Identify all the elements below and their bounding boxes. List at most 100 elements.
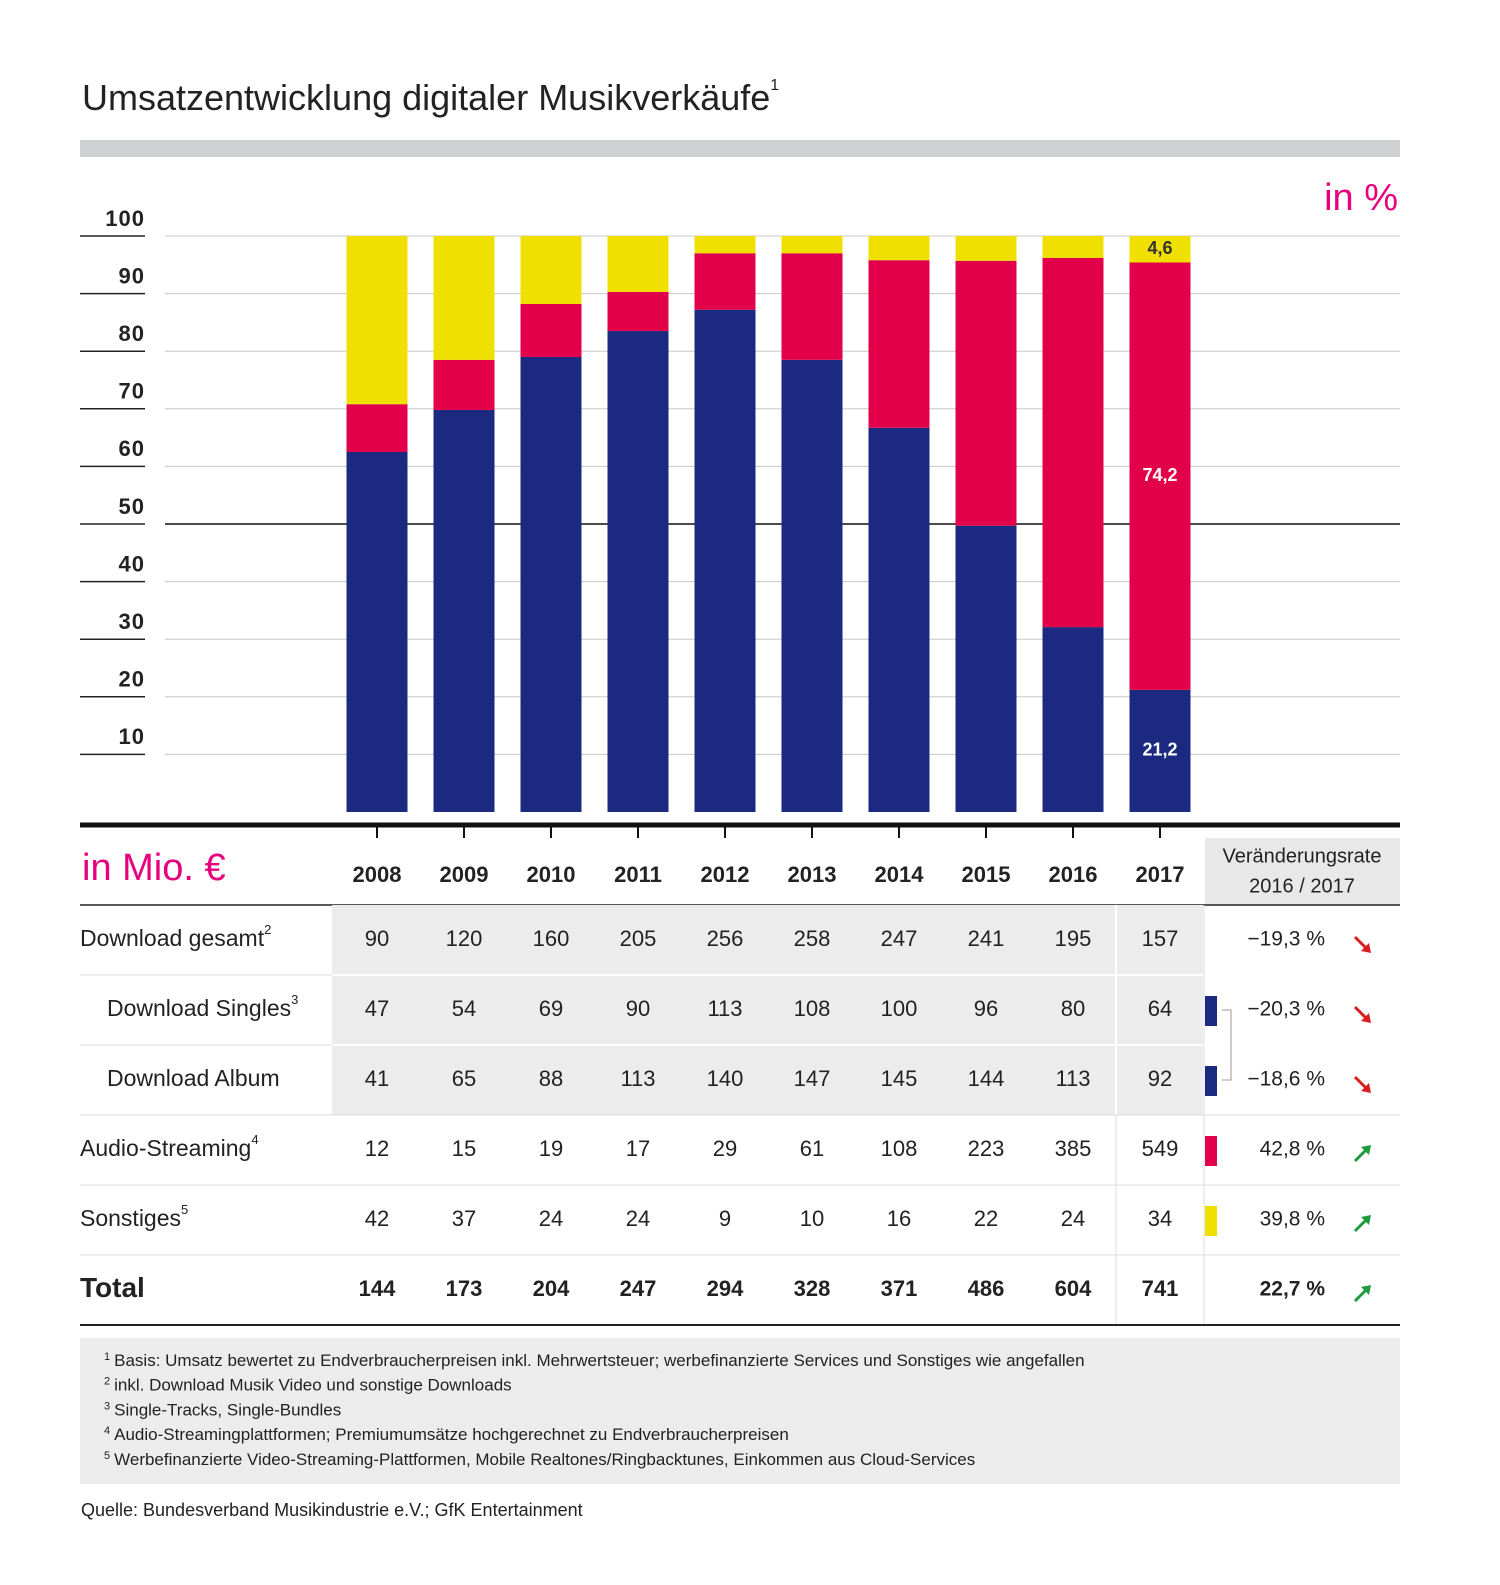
table-cell: 140 — [707, 1066, 744, 1091]
y-tick-label: 60 — [119, 436, 145, 461]
table-cell: 549 — [1142, 1136, 1179, 1161]
change-value: 39,8 % — [1260, 1208, 1325, 1231]
legend-marker — [1205, 1206, 1217, 1236]
table-cell: 24 — [626, 1206, 650, 1231]
row-label-text: Download gesamt — [80, 925, 265, 951]
bar-segment — [694, 309, 756, 812]
legend-marker — [1205, 1066, 1217, 1096]
row-label-text: Audio-Streaming — [80, 1135, 251, 1161]
table-cell: 147 — [794, 1066, 831, 1091]
bar-segment — [781, 253, 843, 360]
footnote-box — [80, 1338, 1400, 1484]
table-cell: 80 — [1061, 996, 1085, 1021]
row-label-text: Download Singles — [107, 995, 291, 1021]
change-value: −20,3 % — [1247, 998, 1325, 1021]
bar-segment — [520, 303, 582, 357]
bar-segment — [520, 356, 582, 812]
bar-segment — [1042, 236, 1104, 258]
table-cell: 65 — [452, 1066, 476, 1091]
bar-segment — [868, 236, 930, 261]
y-tick-label: 20 — [119, 667, 145, 692]
table-cell: 47 — [365, 996, 389, 1021]
table-cell: 223 — [968, 1136, 1005, 1161]
y-tick-label: 50 — [119, 494, 145, 519]
title-bar — [80, 140, 1400, 157]
y-tick-label: 40 — [119, 551, 145, 576]
arrow-head — [1361, 943, 1371, 953]
arrow-head — [1361, 1215, 1371, 1225]
trend-arrow — [1353, 1215, 1371, 1233]
table-unit-label: in Mio. € — [82, 847, 226, 889]
x-tick-label: 2017 — [1136, 862, 1185, 887]
bracket — [1222, 1009, 1232, 1081]
chart-title: Umsatzentwicklung digitaler Musikverkäuf… — [82, 77, 779, 118]
x-tick-label: 2011 — [614, 862, 662, 887]
bar-segment — [346, 404, 408, 452]
bar-segment — [433, 236, 495, 360]
row-label-note: 2 — [264, 922, 271, 937]
table-cell: 34 — [1148, 1206, 1172, 1231]
table-cell: 247 — [881, 926, 918, 951]
value-label: 21,2 — [1142, 740, 1177, 760]
table-cell: 604 — [1055, 1276, 1092, 1301]
bar-segment — [520, 236, 582, 304]
footnote: 4 Audio-Streamingplattformen; Premiumumsä… — [104, 1425, 789, 1445]
y-tick-label: 80 — [119, 321, 145, 346]
table-cell: 120 — [446, 926, 483, 951]
table-cell: 486 — [968, 1276, 1005, 1301]
row-label-note: 3 — [291, 992, 298, 1007]
bar-segment — [433, 359, 495, 410]
table-cell: 256 — [707, 926, 744, 951]
table-cell: 24 — [539, 1206, 563, 1231]
table-cell: 54 — [452, 996, 476, 1021]
table-cell: 41 — [365, 1066, 389, 1091]
row-label: Download gesamt2 — [80, 922, 271, 951]
table-cell: 144 — [968, 1066, 1005, 1091]
bar-segment — [1042, 257, 1104, 628]
x-tick-label: 2009 — [440, 862, 489, 887]
table-cell: 247 — [620, 1276, 657, 1301]
table-cell: 64 — [1148, 996, 1172, 1021]
table-cell: 10 — [800, 1206, 824, 1231]
footnote-text: Single-Tracks, Single-Bundles — [114, 1401, 341, 1420]
table-cell: 157 — [1142, 926, 1179, 951]
table-cell: 241 — [968, 926, 1005, 951]
bar-segment — [955, 525, 1017, 812]
arrow-head — [1361, 1145, 1371, 1155]
table-cell: 385 — [1055, 1136, 1092, 1161]
trend-arrow — [1353, 1285, 1371, 1303]
row-label: Audio-Streaming4 — [80, 1132, 259, 1161]
arrow-head — [1361, 1013, 1371, 1023]
title-note: 1 — [770, 77, 779, 94]
x-tick-label: 2015 — [962, 862, 1011, 887]
x-tick-label: 2008 — [353, 862, 402, 887]
table-cell: 42 — [365, 1206, 389, 1231]
footnote-mark: 5 — [104, 1450, 110, 1462]
table-cell: 195 — [1055, 926, 1092, 951]
table-cell: 204 — [533, 1276, 570, 1301]
change-value: −18,6 % — [1247, 1068, 1325, 1091]
table-cell: 24 — [1061, 1206, 1085, 1231]
table-cell: 108 — [881, 1136, 918, 1161]
footnote-text: Audio-Streamingplattformen; Premiumumsät… — [114, 1426, 789, 1445]
legend-marker — [1205, 1136, 1217, 1166]
arrow-head — [1361, 1083, 1371, 1093]
table-cell: 113 — [1055, 1066, 1090, 1091]
table-cell: 90 — [365, 926, 389, 951]
footnote-mark: 3 — [104, 1400, 110, 1412]
table-cell: 741 — [1142, 1276, 1179, 1301]
bar-segment — [346, 452, 408, 812]
table-cell: 61 — [800, 1136, 824, 1161]
row-label: Total — [80, 1272, 145, 1303]
table-cell: 37 — [452, 1206, 476, 1231]
change-value: −19,3 % — [1247, 928, 1325, 951]
table-cell: 19 — [539, 1136, 563, 1161]
trend-arrow — [1353, 1005, 1371, 1023]
table-cell: 12 — [365, 1136, 389, 1161]
bar-segment — [955, 260, 1017, 526]
value-label: 74,2 — [1142, 465, 1177, 485]
table-cell: 108 — [794, 996, 831, 1021]
table-cell: 90 — [626, 996, 650, 1021]
footnote: 2 inkl. Download Musik Video und sonstige… — [104, 1376, 512, 1396]
